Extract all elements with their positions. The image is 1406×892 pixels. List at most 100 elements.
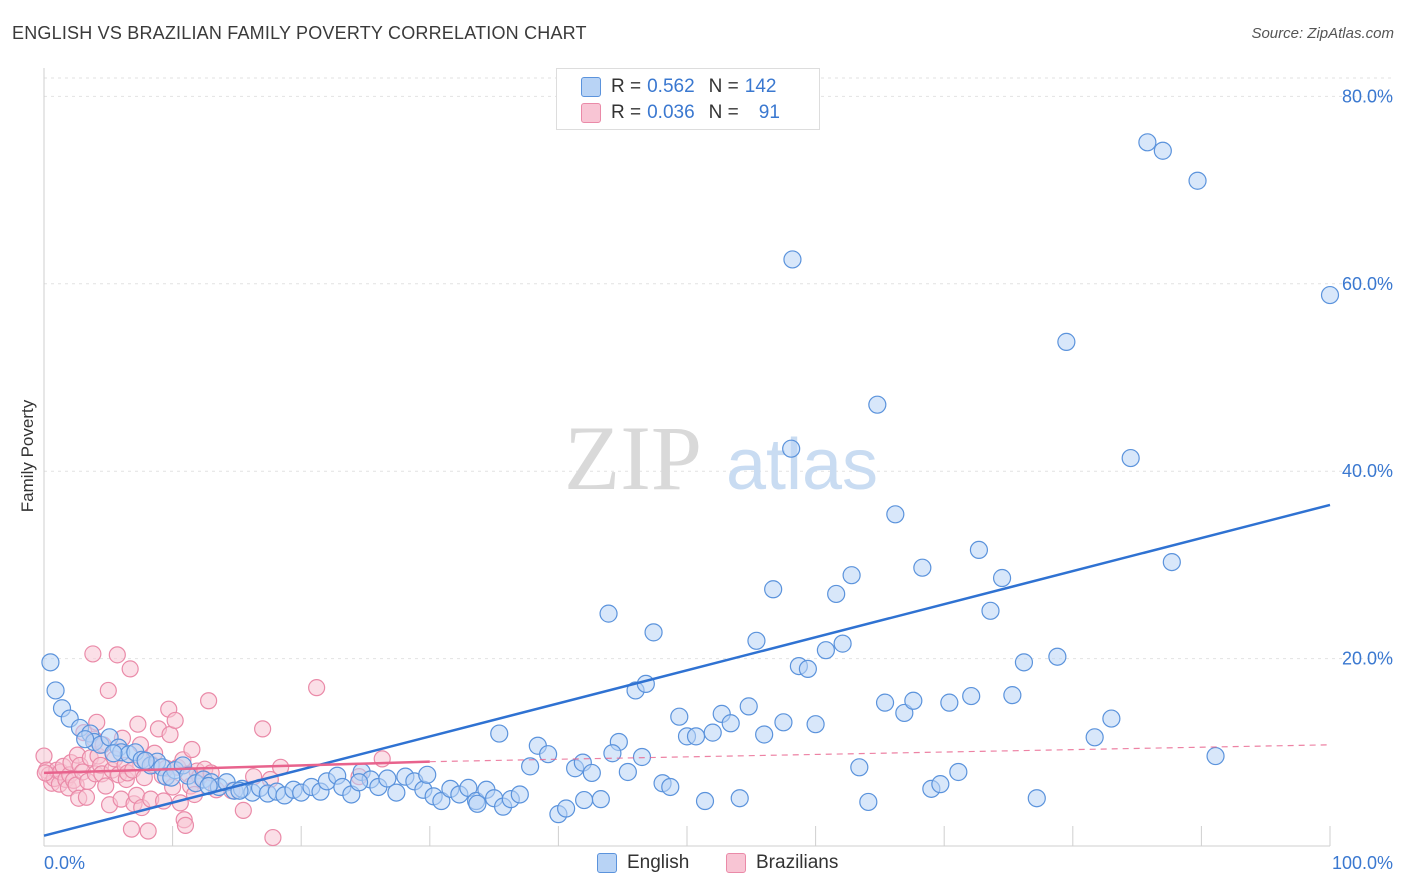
zipatlas-watermark: ZIP atlas [564,407,878,509]
x-tick-label: 0.0% [44,853,85,873]
english-point [875,693,895,712]
english-point [962,686,981,706]
english-point [886,505,905,524]
brazilians-trend-line [43,760,430,775]
english-point [661,777,680,797]
legend-row-brazilians: R = 0.036 N = 91 [581,101,780,125]
english-point [904,691,923,710]
english-point [1027,789,1046,808]
english-point [992,568,1012,588]
english-point [695,791,715,811]
brazilians-point [234,801,252,819]
english-point [557,799,576,818]
english-point [747,631,766,650]
english-point [940,693,959,712]
n-label: N = [708,102,739,123]
english-point [1153,141,1172,160]
legend-item-brazilians[interactable]: Brazilians [726,852,838,874]
english-point [603,744,622,763]
english-point [721,714,740,733]
english-point [1138,133,1157,152]
brazilians-point [35,747,53,765]
brazilians-point [121,660,139,678]
english-point [490,724,509,743]
english-point [774,713,793,732]
english-point [686,727,706,746]
y-tick-label: 20.0% [1342,649,1393,669]
english-swatch [597,853,617,873]
r-label: R = [611,76,642,97]
watermark-atlas: atlas [726,425,878,505]
english-point [827,584,846,604]
english-point [1014,653,1034,672]
english-point [1085,728,1104,747]
english-point [730,789,749,808]
n-label: N = [708,76,739,97]
legend-item-english[interactable]: English [597,852,689,874]
english-point [1206,746,1225,766]
english-point [764,580,783,599]
english-point [76,730,95,749]
english-point [104,744,123,763]
english-point [644,623,663,642]
source-label: Source: ZipAtlas.com [1251,25,1394,42]
grid-lines [44,77,1392,660]
english-point [913,558,932,577]
trend-lines [43,503,1331,837]
english-point [895,703,914,723]
brazilians-point [97,777,115,795]
y-tick-label: 60.0% [1342,274,1393,294]
brazilians-point [176,816,195,834]
english-point [755,725,774,744]
english-point [418,765,437,784]
english-point [969,540,989,560]
english-trend-line [43,503,1331,837]
legend-brazilians-label: Brazilians [756,852,839,873]
axes [43,68,1331,847]
english-point [41,653,60,672]
english-point [1320,285,1340,305]
english-point [842,566,861,585]
english-point [1162,552,1181,572]
english-point [539,745,558,764]
brazilians-point [139,822,157,840]
brazilians-point [254,720,272,738]
english-point [783,250,802,269]
english-point [931,775,950,794]
english-point [468,794,487,813]
brazilians-swatch [581,103,601,123]
r-value: 0.036 [647,102,695,123]
correlation-legend: R = 0.562 N = 142 R = 0.036 N = 91 [556,68,820,130]
english-point [136,751,155,770]
english-point [739,697,758,716]
chart-title: ENGLISH VS BRAZILIAN FAMILY POVERTY CORR… [12,23,587,43]
brazilians-point [129,715,147,733]
english-point [432,791,451,811]
english-point [1048,647,1067,666]
english-point [782,439,801,458]
english-points [41,133,1340,824]
english-point [981,601,1000,620]
english-point [521,757,540,776]
english-point [1102,709,1121,728]
english-point [162,768,181,787]
x-tick-label: 100.0% [1332,853,1393,873]
legend-row-english: R = 0.562 N = 142 [581,75,776,99]
english-point [599,604,618,623]
english-point [798,659,817,679]
english-point [582,763,601,783]
english-point [1057,332,1076,351]
brazilians-point [84,645,102,663]
english-point [1121,448,1140,468]
english-point [1188,171,1207,190]
english-point [591,790,610,809]
series-legend: English Brazilians [0,852,1406,878]
english-point [868,395,887,414]
r-label: R = [611,102,642,123]
english-point [618,762,637,782]
english-point [703,723,722,742]
y-tick-label: 40.0% [1342,461,1393,481]
english-point [806,715,825,734]
english-swatch [581,77,601,97]
